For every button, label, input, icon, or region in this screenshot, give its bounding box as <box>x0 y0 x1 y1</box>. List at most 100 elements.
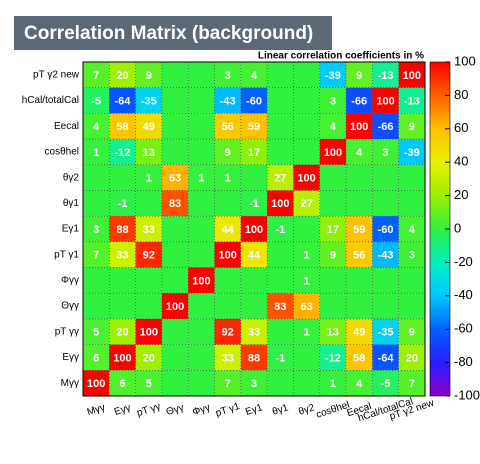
cell-label: 100 <box>140 327 158 339</box>
cell <box>293 267 320 294</box>
cell-label: 33 <box>222 352 234 364</box>
cell <box>188 87 215 114</box>
cell-label: 1 <box>225 173 231 185</box>
color-bar-label: 100 <box>454 53 476 68</box>
cell <box>109 267 136 294</box>
cell <box>83 62 110 88</box>
cell <box>135 293 162 319</box>
cell-label: -35 <box>378 327 394 339</box>
cell <box>109 344 136 371</box>
cell <box>346 370 373 396</box>
cell <box>214 164 241 191</box>
cell <box>398 113 425 140</box>
cell-label: -13 <box>378 70 394 82</box>
cell <box>83 241 110 268</box>
cell <box>188 216 215 242</box>
cell <box>293 344 320 371</box>
cell <box>214 62 241 88</box>
y-tick-label: pT γ1 <box>54 249 79 260</box>
cell-label: -43 <box>378 250 394 262</box>
cell <box>346 113 373 140</box>
cell-label: 44 <box>222 224 235 236</box>
cell <box>319 370 347 396</box>
cell-label: 4 <box>251 70 258 82</box>
cell <box>83 139 110 165</box>
chart-title: Correlation Matrix (background) <box>24 23 313 44</box>
cell <box>293 62 320 88</box>
cell <box>293 164 320 191</box>
cell <box>135 241 162 268</box>
cell-label: 3 <box>409 250 415 262</box>
cell-label: 20 <box>116 327 128 339</box>
cell <box>319 241 347 268</box>
cell <box>109 241 136 268</box>
cell <box>109 164 136 191</box>
cell-label: 3 <box>382 147 388 159</box>
cell <box>161 267 189 294</box>
cell <box>240 370 268 396</box>
cell <box>188 62 215 88</box>
cell <box>293 318 320 345</box>
cell <box>135 344 162 371</box>
y-tick-label: θγ1 <box>63 198 80 209</box>
cell-label: 44 <box>248 250 261 262</box>
cell <box>267 62 294 88</box>
cell <box>214 139 241 165</box>
cell-label: 4 <box>93 121 100 133</box>
cell-label: 100 <box>271 198 289 210</box>
cell-label: -13 <box>404 95 420 107</box>
cell-label: 5 <box>93 327 99 339</box>
cell <box>188 241 215 268</box>
cell <box>319 113 347 140</box>
cell <box>398 87 425 114</box>
cell-label: 83 <box>169 198 181 210</box>
color-bar-label: 0 <box>454 220 461 235</box>
cell <box>188 370 215 396</box>
cell-label: 4 <box>409 224 416 236</box>
y-tick-label: Mγγ <box>61 378 79 389</box>
cell <box>240 318 268 345</box>
cell <box>109 370 136 396</box>
cell <box>398 62 425 88</box>
cell-label: -66 <box>378 121 394 133</box>
cell <box>398 267 425 294</box>
cell <box>188 113 215 140</box>
cell-label: 58 <box>116 121 128 133</box>
cell <box>135 62 162 88</box>
cell <box>240 87 268 114</box>
cell-label: -12 <box>325 352 341 364</box>
cell-label: 3 <box>330 95 336 107</box>
cell <box>83 318 110 345</box>
y-tick-label: hCal/totalCal <box>22 95 79 106</box>
cell <box>214 293 241 319</box>
cell-label: 33 <box>248 327 260 339</box>
cell <box>267 139 294 165</box>
cell <box>346 87 373 114</box>
title-box <box>14 16 332 50</box>
cell-label: 100 <box>192 275 210 287</box>
cell <box>214 87 241 114</box>
cell <box>161 344 189 371</box>
cell <box>372 113 399 140</box>
cell <box>109 113 136 140</box>
y-tick-label: Eecal <box>54 121 79 132</box>
cell-label: 3 <box>251 378 257 390</box>
color-bar-label: 40 <box>454 154 468 169</box>
cell-label: 9 <box>146 70 152 82</box>
cell-label: 4 <box>356 378 363 390</box>
cell-label: 92 <box>143 250 155 262</box>
cell <box>293 370 320 396</box>
cell-label: 6 <box>119 378 125 390</box>
cell-label: 58 <box>353 352 365 364</box>
cell-label: 100 <box>113 352 131 364</box>
cell <box>161 87 189 114</box>
cell <box>83 293 110 319</box>
y-tick-label: Eγγ <box>62 352 79 363</box>
cell <box>214 267 241 294</box>
cell <box>398 344 425 371</box>
cell <box>240 344 268 371</box>
cell-label: 1 <box>93 147 99 159</box>
cell <box>214 370 241 396</box>
cell <box>293 113 320 140</box>
